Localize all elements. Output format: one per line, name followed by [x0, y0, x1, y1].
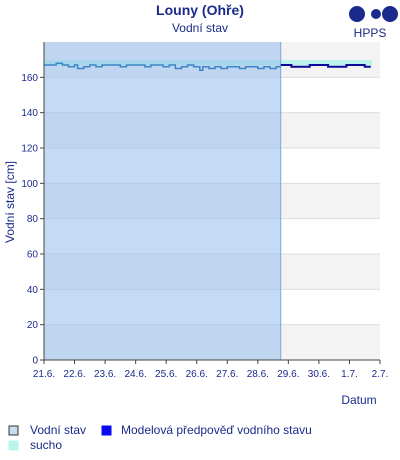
y-tick-label: 80: [27, 214, 39, 225]
x-tick-labels: 21.6. 22.6. 23.6. 24.6. 25.6. 26.6. 27.6. 28.6.…: [33, 369, 388, 380]
y-tick-label: 140: [21, 108, 38, 119]
legend-item-forecast[interactable]: Modelová předpověď vodního stavu: [101, 423, 312, 437]
x-tick-label: 23.6.: [94, 369, 116, 380]
legend-swatch-forecast: [101, 425, 112, 436]
logo-text: HPPS: [354, 26, 387, 40]
x-tick-label: 1.7.: [341, 369, 358, 380]
legend-label-forecast: Modelová předpověď vodního stavu: [121, 423, 312, 437]
chart-subtitle: Vodní stav: [172, 21, 228, 35]
y-tick-labels: 0 20 40 60 80 100 120 140 160: [21, 73, 38, 367]
series-line-forecast: [280, 63, 371, 68]
legend-label-sucho: sucho: [30, 438, 62, 452]
y-tick-label: 100: [21, 179, 38, 190]
x-tick-label: 22.6.: [63, 369, 85, 380]
y-tick-label: 160: [21, 73, 38, 84]
x-tick-label: 26.6.: [186, 369, 208, 380]
y-tick-label: 20: [27, 320, 39, 331]
legend-label-vodni-stav: Vodní stav: [30, 423, 86, 437]
x-tick-label: 29.6.: [277, 369, 299, 380]
logo-circle-left: [349, 6, 365, 22]
y-tick-label: 40: [27, 285, 39, 296]
series-lines: [44, 62, 371, 72]
legend: Vodní stav Modelová předpověď vodního st…: [8, 423, 312, 452]
logo-circle-mid: [371, 9, 381, 19]
x-tick-label: 25.6.: [155, 369, 177, 380]
history-region: [44, 42, 282, 360]
chart-title: Louny (Ohře): [156, 2, 244, 18]
history-shaded-region: [44, 42, 281, 360]
x-tick-label: 2.7.: [372, 369, 389, 380]
logo-circle-right: [382, 6, 398, 22]
axes: [40, 42, 381, 364]
legend-item-vodni-stav[interactable]: Vodní stav: [8, 423, 86, 437]
y-axis-label: Vodní stav [cm]: [3, 161, 17, 243]
x-tick-label: 24.6.: [125, 369, 147, 380]
x-tick-label: 27.6.: [216, 369, 238, 380]
legend-item-sucho[interactable]: sucho: [8, 438, 62, 452]
x-tick-label: 30.6.: [308, 369, 330, 380]
x-axis-label: Datum: [341, 393, 376, 407]
legend-swatch-vodni-stav: [8, 425, 19, 436]
y-tick-label: 0: [32, 356, 38, 367]
hpps-logo: HPPS: [349, 6, 398, 40]
legend-swatch-sucho: [8, 440, 19, 451]
x-tick-label: 21.6.: [33, 369, 55, 380]
series-line-vodni-stav: [44, 62, 281, 72]
y-tick-label: 60: [27, 250, 39, 261]
y-tick-label: 120: [21, 144, 38, 155]
x-tick-label: 28.6.: [247, 369, 269, 380]
